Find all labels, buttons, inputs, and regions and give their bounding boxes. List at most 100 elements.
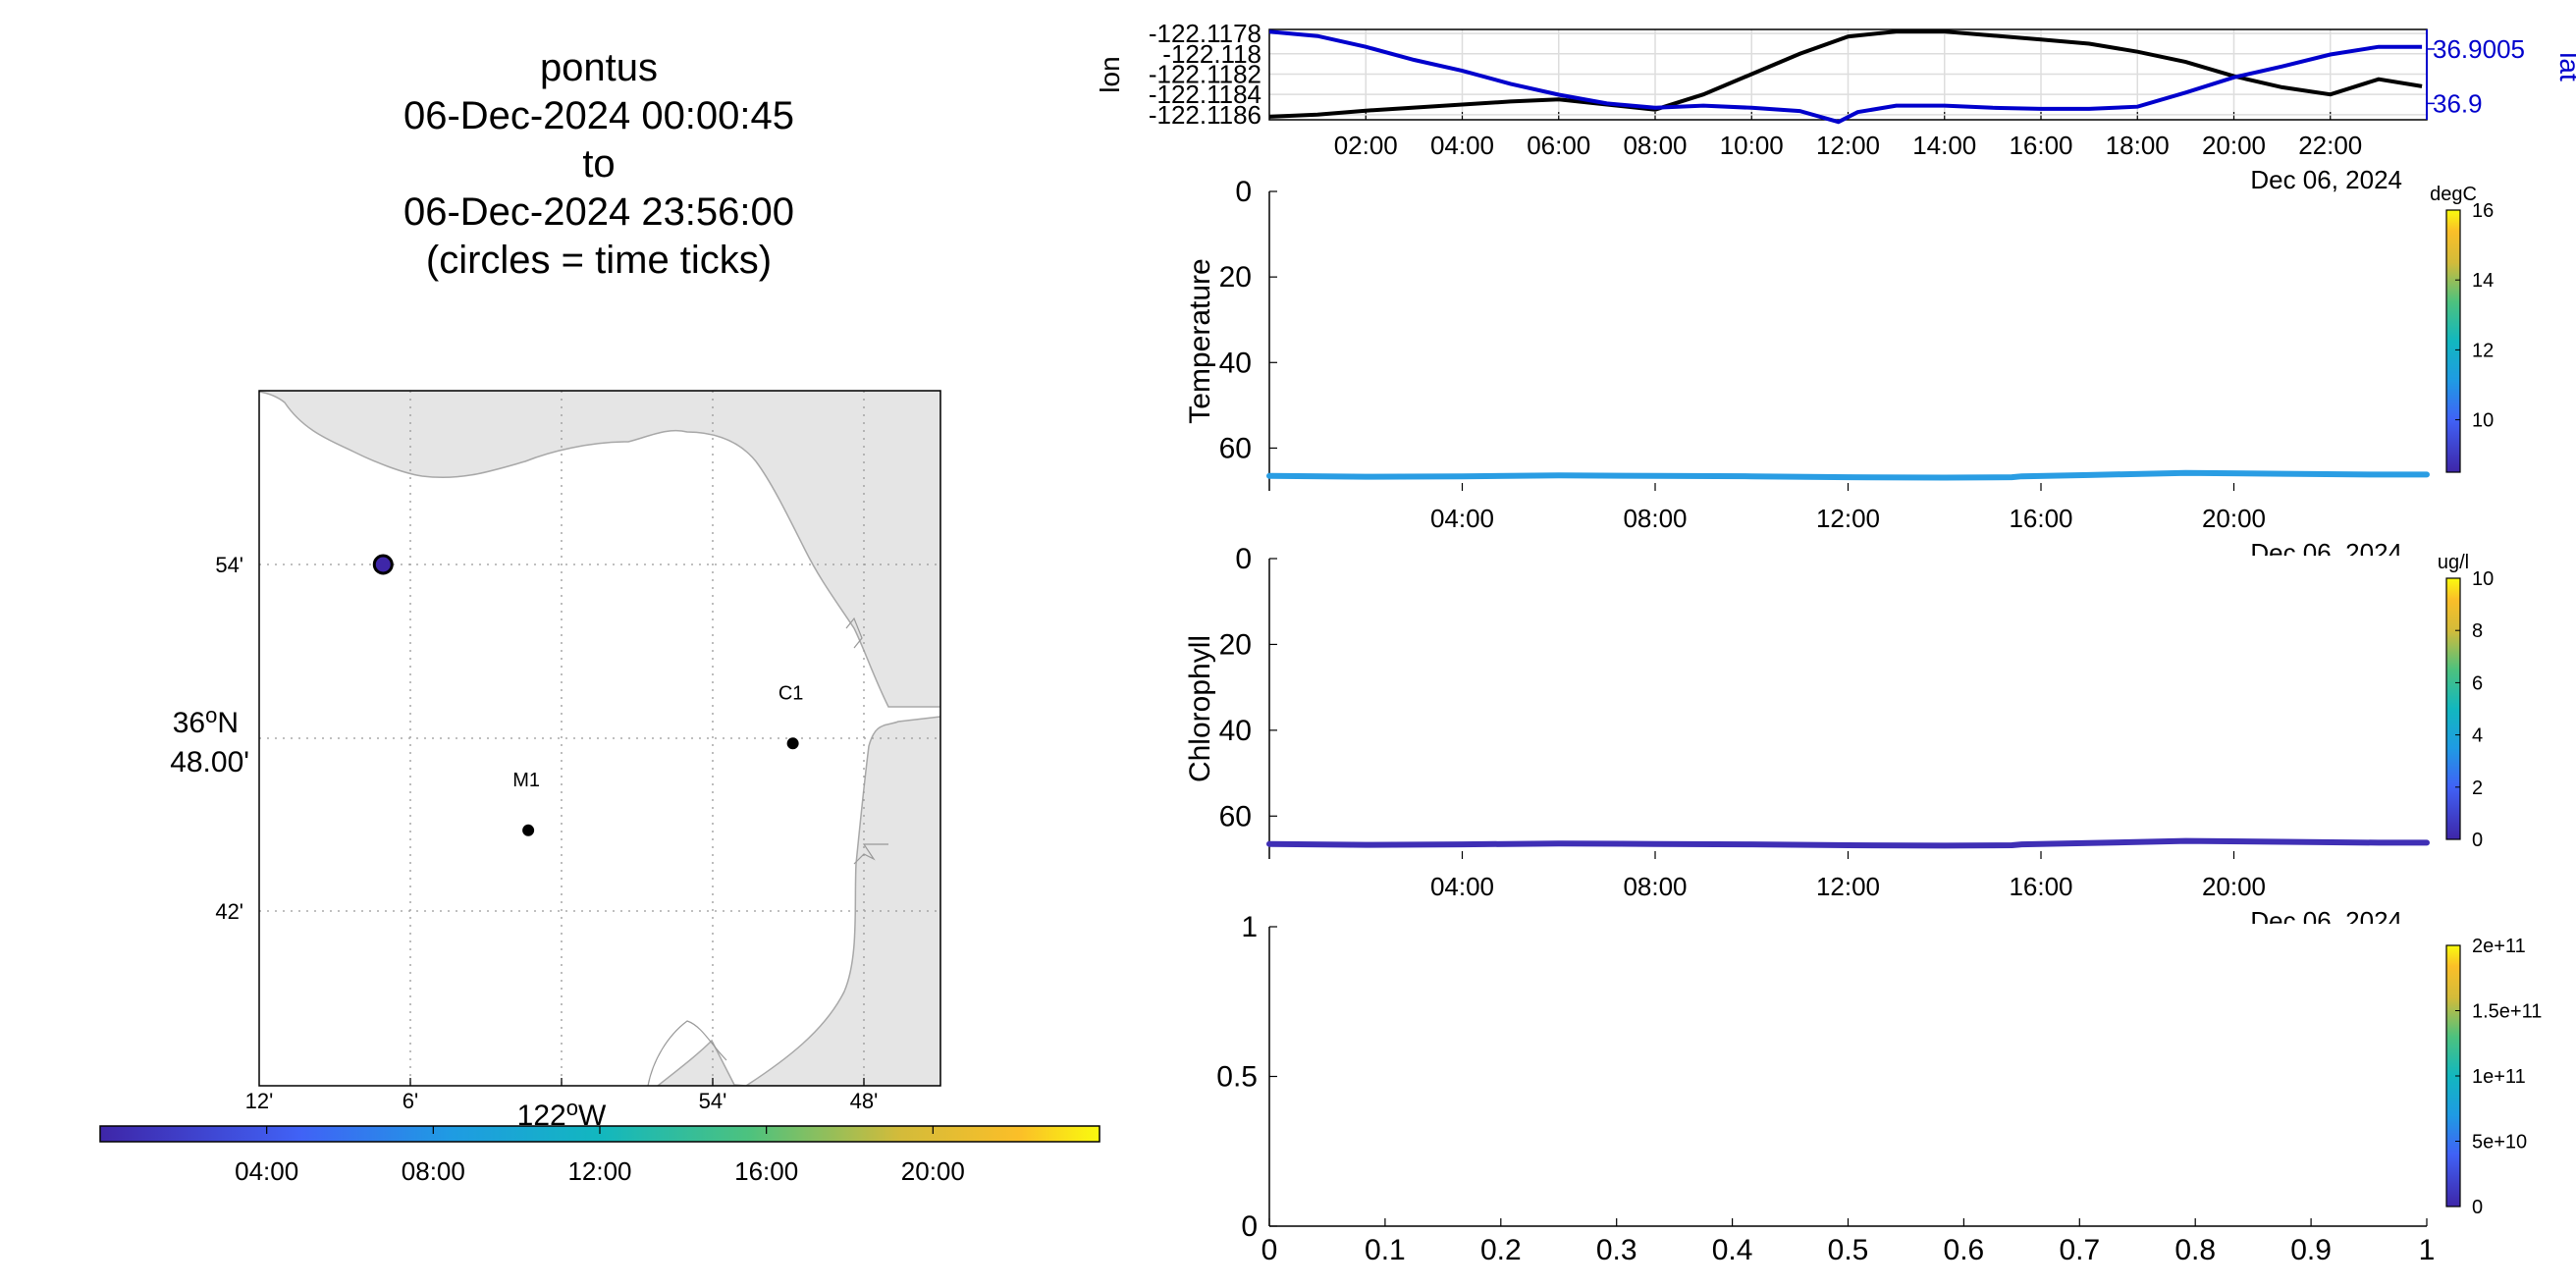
x-tick-label: 08:00 (1623, 504, 1687, 533)
colorbar-label: degC (2430, 184, 2477, 205)
station-marker (786, 737, 799, 750)
y-tick-label: -122.1182 (1149, 59, 1261, 88)
lat-tick-label: 54' (215, 553, 243, 577)
lat-tick-label: 42' (215, 899, 243, 924)
x-tick-label: 08:00 (1623, 872, 1687, 901)
y-axis-label: Chlorophyll (1184, 635, 1216, 782)
x-tick-label: 12:00 (1816, 131, 1880, 160)
x-tick-label: 16:00 (2009, 872, 2072, 901)
plot-title: pontus 06-Dec-2024 00:00:45 to 06-Dec-20… (295, 44, 903, 285)
colorbar-tick-label: 5e+10 (2472, 1132, 2527, 1154)
series-line-lat (1268, 29, 2423, 125)
lon-tick-label: 6' (402, 1089, 418, 1113)
y-tick-label: -122.1178 (1149, 19, 1261, 48)
x-tick-label: 1 (2419, 1234, 2436, 1266)
time-colorbar-ticks: 04:00 08:00 12:00 16:00 20:00 (235, 1126, 965, 1186)
colorbar-tick-label: 1e+11 (2472, 1066, 2526, 1088)
title-line: 06-Dec-2024 00:00:45 (402, 94, 795, 137)
x-tick-label: 0.8 (2174, 1234, 2216, 1266)
x-tick-label: 04:00 (1430, 504, 1494, 533)
x-tick-label: 08:00 (1623, 131, 1687, 160)
colorbar-tick-label: 04:00 (235, 1156, 298, 1186)
y-tick-label: 0 (1241, 1210, 1258, 1243)
colorbar-tick-label: 12 (2472, 340, 2494, 361)
colorbar-tick-label: 20:00 (901, 1156, 965, 1186)
lat-center-minutes: 48.00' (170, 746, 249, 778)
y-tick-label: -122.1186 (1149, 100, 1261, 130)
chart-panels: 02:00 04:00 06:00 08:00 10:00 12:00 14:00 16:00… (1095, 19, 2576, 1266)
y-tick-label: 60 (1219, 800, 1252, 832)
coastline-detail (845, 617, 863, 649)
coastline-detail (853, 843, 888, 865)
lat-center-label: 36oN (173, 703, 239, 739)
colorbar-tick-label: 10 (2472, 568, 2494, 590)
colorbar-tick-label: 16 (2472, 200, 2494, 222)
lon-tick-label: 12' (245, 1089, 274, 1113)
y2-axis-label: lat (2554, 52, 2576, 81)
x-axis-label: Dec 06, 2024 (2250, 538, 2402, 567)
colorbar-tick-label: 2e+11 (2472, 936, 2526, 957)
coastline-detail (647, 1020, 727, 1086)
empty-chart: 0 0.1 0.2 0.3 0.4 0.5 0.6 0.7 0.8 0.9 1 0 0.5 1 0 5e+10… (1216, 911, 2542, 1266)
x-tick-label: 12:00 (1816, 504, 1880, 533)
x-tick-label: 22:00 (2298, 131, 2362, 160)
x-tick-label: 0.2 (1480, 1234, 1522, 1266)
y-tick-label: 20 (1219, 628, 1252, 661)
y-tick-label: 40 (1219, 347, 1252, 379)
y-tick-label: 0 (1235, 176, 1252, 208)
y2-tick-label: 36.9005 (2433, 34, 2525, 64)
title-line: (circles = time ticks) (425, 239, 773, 282)
x-tick-label: 0.1 (1365, 1234, 1406, 1266)
station-label: M1 (512, 770, 540, 791)
station-label: C1 (778, 682, 804, 704)
y-tick-label: -122.118 (1162, 39, 1261, 69)
colorbar-tick-label: 4 (2472, 725, 2483, 747)
x-tick-label: 20:00 (2202, 131, 2266, 160)
position-chart: 02:00 04:00 06:00 08:00 10:00 12:00 14:00 16:00… (1095, 19, 2576, 194)
data-points (1266, 469, 2430, 481)
data-points (1266, 837, 2430, 849)
colorbar-tick-label: 14 (2472, 270, 2494, 292)
x-tick-label: 10:00 (1720, 131, 1784, 160)
title-line: to (582, 142, 616, 186)
x-tick-label: 16:00 (2009, 131, 2072, 160)
vehicle-position-marker (372, 554, 394, 575)
y-tick-label: 0.5 (1216, 1061, 1258, 1094)
x-tick-label: 20:00 (2202, 504, 2266, 533)
map-markers: M1 C1 (372, 554, 804, 836)
colorbar-tick-label: 8 (2472, 620, 2483, 642)
colorbar-tick-label: 6 (2472, 672, 2483, 694)
y-tick-label: 1 (1241, 911, 1258, 943)
x-tick-label: 06:00 (1527, 131, 1590, 160)
y-tick-label: 20 (1219, 261, 1252, 294)
temperature-chart: 0 20 40 60 04:00 08:00 12:00 16:00 20:00 Temperat… (1184, 176, 2494, 567)
x-tick-label: 0.4 (1712, 1234, 1753, 1266)
x-tick-label: 0.7 (2059, 1234, 2100, 1266)
y-axis-label: Temperature (1184, 258, 1216, 423)
y2-tick-label: 36.9 (2433, 88, 2483, 118)
x-tick-label: 0 (1261, 1234, 1278, 1266)
map-frame (258, 390, 941, 1087)
x-tick-label: 16:00 (2009, 504, 2072, 533)
y-tick-label: 40 (1219, 715, 1252, 747)
colorbar-tick-label: 0 (2472, 1197, 2483, 1218)
y-tick-label: 60 (1219, 432, 1252, 464)
x-tick-label: 0.3 (1596, 1234, 1637, 1266)
x-tick-label: 20:00 (2202, 872, 2266, 901)
lon-tick-label: 54' (699, 1089, 727, 1113)
title-line: pontus (539, 46, 659, 89)
x-tick-label: 02:00 (1334, 131, 1398, 160)
station-marker (522, 824, 535, 836)
colorbar-tick-label: 12:00 (567, 1156, 631, 1186)
x-tick-label: 12:00 (1816, 872, 1880, 901)
y-tick-label: -122.1184 (1149, 80, 1261, 109)
x-tick-label: 0.5 (1828, 1234, 1869, 1266)
x-tick-label: 18:00 (2106, 131, 2170, 160)
colorbar (2445, 209, 2461, 473)
colorbar-tick-label: 16:00 (734, 1156, 798, 1186)
x-tick-label: 04:00 (1430, 131, 1494, 160)
colorbar-tick-label: 10 (2472, 410, 2494, 432)
